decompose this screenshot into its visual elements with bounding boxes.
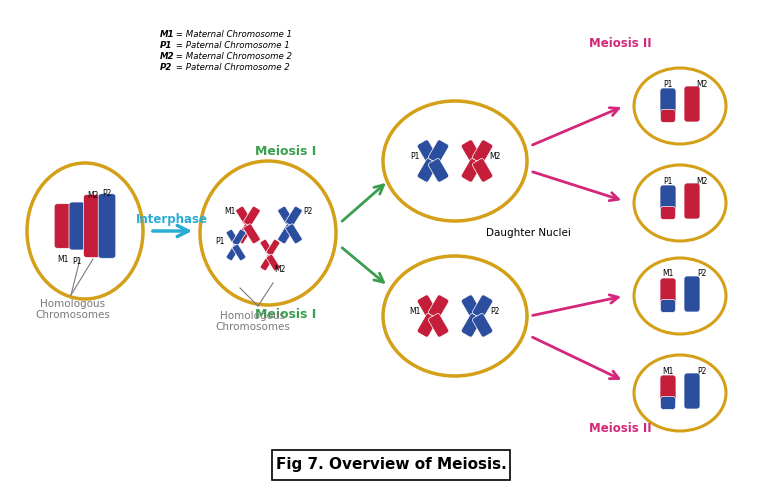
FancyBboxPatch shape xyxy=(243,224,260,244)
Text: M2: M2 xyxy=(696,176,708,185)
FancyBboxPatch shape xyxy=(429,295,449,319)
Text: Meiosis I: Meiosis I xyxy=(256,309,317,322)
FancyBboxPatch shape xyxy=(661,206,676,219)
FancyBboxPatch shape xyxy=(660,375,676,407)
Text: = Paternal Chromosome 2: = Paternal Chromosome 2 xyxy=(173,63,290,72)
FancyBboxPatch shape xyxy=(461,140,482,163)
FancyBboxPatch shape xyxy=(278,206,295,226)
Text: M2: M2 xyxy=(490,151,500,160)
FancyBboxPatch shape xyxy=(429,158,449,182)
FancyBboxPatch shape xyxy=(260,239,274,256)
FancyBboxPatch shape xyxy=(266,239,280,256)
Text: M1: M1 xyxy=(224,206,235,215)
FancyBboxPatch shape xyxy=(472,158,493,182)
Text: P2: P2 xyxy=(698,270,707,279)
Text: Meiosis I: Meiosis I xyxy=(256,144,317,157)
Text: Fig 7. Overview of Meiosis.: Fig 7. Overview of Meiosis. xyxy=(275,457,507,472)
Text: P2: P2 xyxy=(698,367,707,376)
Text: P2: P2 xyxy=(102,188,112,197)
FancyBboxPatch shape xyxy=(661,110,676,122)
Text: M1: M1 xyxy=(409,307,421,316)
Text: Homologous: Homologous xyxy=(41,299,106,309)
FancyBboxPatch shape xyxy=(684,183,700,219)
FancyBboxPatch shape xyxy=(661,397,676,409)
FancyBboxPatch shape xyxy=(684,276,700,312)
Ellipse shape xyxy=(383,101,527,221)
FancyBboxPatch shape xyxy=(472,295,493,319)
FancyBboxPatch shape xyxy=(660,278,676,310)
Ellipse shape xyxy=(634,68,726,144)
FancyBboxPatch shape xyxy=(260,254,274,271)
FancyBboxPatch shape xyxy=(232,229,246,246)
Text: M2: M2 xyxy=(274,265,285,274)
Text: P1: P1 xyxy=(663,176,673,185)
FancyBboxPatch shape xyxy=(472,314,493,337)
Text: M2: M2 xyxy=(160,52,174,61)
Text: Chromosomes: Chromosomes xyxy=(35,310,110,320)
Text: Interphase: Interphase xyxy=(136,212,208,225)
Text: = Paternal Chromosome 1: = Paternal Chromosome 1 xyxy=(173,41,290,50)
Text: M2: M2 xyxy=(696,80,708,89)
Ellipse shape xyxy=(634,165,726,241)
FancyBboxPatch shape xyxy=(429,140,449,163)
FancyBboxPatch shape xyxy=(272,450,510,480)
FancyBboxPatch shape xyxy=(417,314,438,337)
Text: P1: P1 xyxy=(215,236,224,245)
Ellipse shape xyxy=(634,258,726,334)
FancyBboxPatch shape xyxy=(235,206,253,226)
FancyBboxPatch shape xyxy=(429,314,449,337)
FancyBboxPatch shape xyxy=(461,295,482,319)
FancyBboxPatch shape xyxy=(461,314,482,337)
Ellipse shape xyxy=(634,355,726,431)
Text: P2: P2 xyxy=(160,63,172,72)
Text: P2: P2 xyxy=(303,206,313,215)
Ellipse shape xyxy=(27,163,143,299)
FancyBboxPatch shape xyxy=(417,140,438,163)
Text: Meiosis II: Meiosis II xyxy=(589,422,651,435)
FancyBboxPatch shape xyxy=(69,202,85,250)
FancyBboxPatch shape xyxy=(285,206,303,226)
FancyBboxPatch shape xyxy=(99,194,116,259)
FancyBboxPatch shape xyxy=(232,244,246,261)
Text: P2: P2 xyxy=(490,307,500,316)
FancyBboxPatch shape xyxy=(461,158,482,182)
FancyBboxPatch shape xyxy=(278,224,295,244)
FancyBboxPatch shape xyxy=(660,185,676,217)
Text: P1: P1 xyxy=(160,41,172,50)
Text: M1: M1 xyxy=(160,30,174,39)
FancyBboxPatch shape xyxy=(684,86,700,122)
FancyBboxPatch shape xyxy=(417,295,438,319)
Text: M1: M1 xyxy=(662,367,673,376)
Ellipse shape xyxy=(383,256,527,376)
Text: = Maternal Chromosome 2: = Maternal Chromosome 2 xyxy=(173,52,292,61)
FancyBboxPatch shape xyxy=(417,158,438,182)
Text: Chromosomes: Chromosomes xyxy=(216,322,290,332)
FancyBboxPatch shape xyxy=(472,140,493,163)
Text: Meiosis II: Meiosis II xyxy=(589,37,651,50)
FancyBboxPatch shape xyxy=(226,244,240,261)
FancyBboxPatch shape xyxy=(235,224,253,244)
Text: Daughter Nuclei: Daughter Nuclei xyxy=(486,228,570,238)
Text: = Maternal Chromosome 1: = Maternal Chromosome 1 xyxy=(173,30,292,39)
FancyBboxPatch shape xyxy=(84,194,102,258)
Text: P1: P1 xyxy=(663,80,673,89)
FancyBboxPatch shape xyxy=(243,206,260,226)
Text: P1: P1 xyxy=(411,151,420,160)
FancyBboxPatch shape xyxy=(266,254,280,271)
FancyBboxPatch shape xyxy=(226,229,240,246)
FancyBboxPatch shape xyxy=(684,373,700,409)
FancyBboxPatch shape xyxy=(285,224,303,244)
Text: M2: M2 xyxy=(88,190,99,199)
Text: M1: M1 xyxy=(57,255,69,264)
FancyBboxPatch shape xyxy=(54,204,72,248)
Text: Homologous: Homologous xyxy=(221,311,285,321)
FancyBboxPatch shape xyxy=(660,88,676,120)
FancyBboxPatch shape xyxy=(661,300,676,313)
Text: P1: P1 xyxy=(72,257,81,266)
Text: M1: M1 xyxy=(662,270,673,279)
Ellipse shape xyxy=(200,161,336,305)
